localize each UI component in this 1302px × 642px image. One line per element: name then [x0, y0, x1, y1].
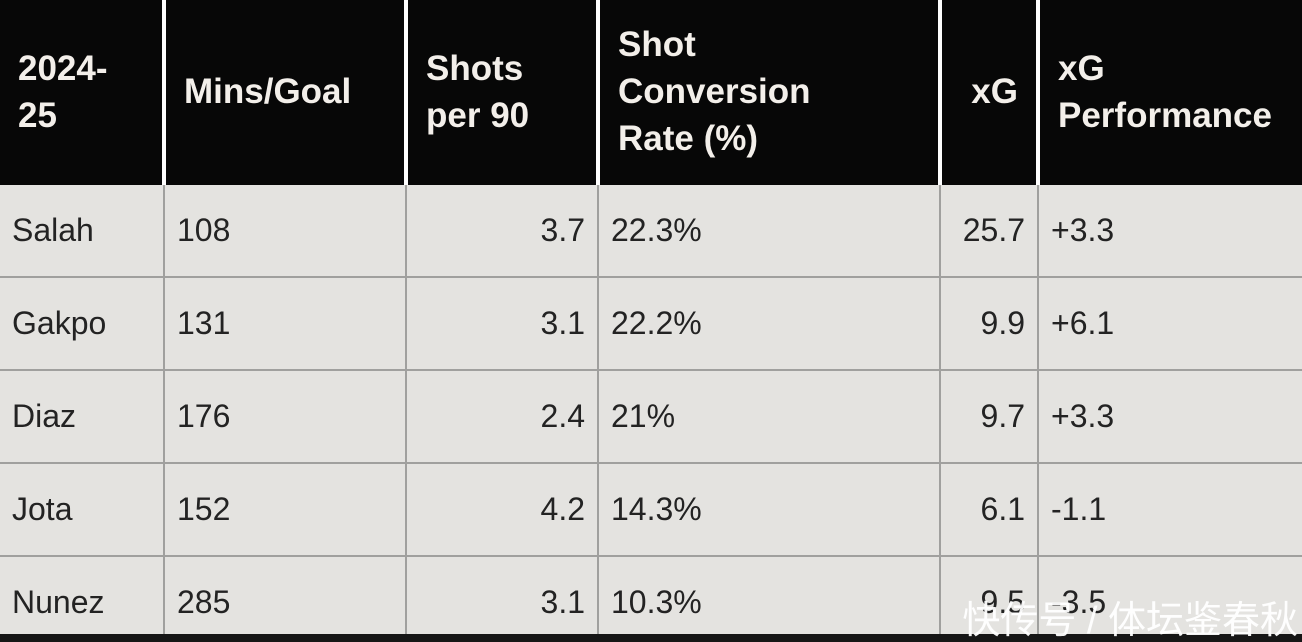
cell-xg-performance: +3.3	[1038, 185, 1302, 277]
cell-xg-performance: +6.1	[1038, 276, 1302, 370]
header-cell-mins-per-goal: Mins/Goal	[164, 0, 408, 185]
header-cell-shots-per-90: Shots per 90	[406, 0, 600, 185]
table-body: Salah 108 3.7 22.3% 25.7 +3.3 Gakpo 131 …	[0, 185, 1302, 642]
cell-mins-per-goal: 131	[164, 276, 407, 370]
cell-xg-performance: -3.5	[1038, 555, 1302, 642]
table-row-jota: Jota 152 4.2 14.3% 6.1 -1.1	[0, 462, 1302, 556]
cell-mins-per-goal: 108	[164, 185, 407, 277]
cell-xg: 9.9	[940, 276, 1039, 370]
cell-player: Salah	[0, 185, 165, 277]
cell-shots-per-90: 3.7	[406, 185, 599, 277]
table-row-nunez: Nunez 285 3.1 10.3% 9.5 -3.5	[0, 555, 1302, 642]
cell-xg: 9.5	[940, 555, 1039, 642]
table-row-gakpo: Gakpo 131 3.1 22.2% 9.9 +6.1	[0, 276, 1302, 370]
cell-xg: 9.7	[940, 369, 1039, 463]
table-row-salah: Salah 108 3.7 22.3% 25.7 +3.3	[0, 185, 1302, 277]
cell-xg: 6.1	[940, 462, 1039, 556]
cell-conversion-rate: 22.2%	[598, 276, 941, 370]
cell-conversion-rate: 22.3%	[598, 185, 941, 277]
cell-xg: 25.7	[940, 185, 1039, 277]
header-cell-xg: xG	[940, 0, 1040, 185]
header-cell-season: 2024- 25	[0, 0, 166, 185]
cell-shots-per-90: 3.1	[406, 555, 599, 642]
table-header: 2024- 25 Mins/Goal Shots per 90 Shot Con…	[0, 0, 1302, 185]
header-row: 2024- 25 Mins/Goal Shots per 90 Shot Con…	[0, 0, 1302, 185]
cell-shots-per-90: 3.1	[406, 276, 599, 370]
cell-player: Diaz	[0, 369, 165, 463]
table-row-diaz: Diaz 176 2.4 21% 9.7 +3.3	[0, 369, 1302, 463]
cell-mins-per-goal: 176	[164, 369, 407, 463]
cell-conversion-rate: 10.3%	[598, 555, 941, 642]
cell-xg-performance: -1.1	[1038, 462, 1302, 556]
header-cell-xg-performance: xG Performance	[1038, 0, 1302, 185]
cell-xg-performance: +3.3	[1038, 369, 1302, 463]
cell-shots-per-90: 4.2	[406, 462, 599, 556]
cell-conversion-rate: 14.3%	[598, 462, 941, 556]
bottom-crop-bar	[0, 634, 1302, 642]
cell-shots-per-90: 2.4	[406, 369, 599, 463]
cell-mins-per-goal: 285	[164, 555, 407, 642]
cell-player: Nunez	[0, 555, 165, 642]
cell-conversion-rate: 21%	[598, 369, 941, 463]
cell-player: Gakpo	[0, 276, 165, 370]
cell-player: Jota	[0, 462, 165, 556]
cell-mins-per-goal: 152	[164, 462, 407, 556]
header-cell-shot-conversion-rate: Shot Conversion Rate (%)	[598, 0, 942, 185]
